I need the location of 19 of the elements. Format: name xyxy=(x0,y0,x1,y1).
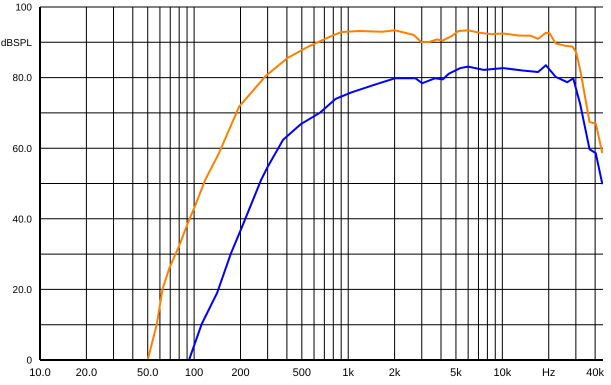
x-tick-label: 100 xyxy=(184,366,204,379)
y-tick-label: 80.0 xyxy=(12,73,32,84)
x-tick-label: 200 xyxy=(231,366,250,379)
x-tick-label: 1k xyxy=(342,366,355,379)
x-tick-label: 50.0 xyxy=(137,366,158,379)
x-tick-label: 10k xyxy=(493,366,512,379)
x-tick-label: 20.0 xyxy=(76,366,98,379)
y-tick-label: 100 xyxy=(15,2,32,14)
y-tick-label: dBSPL xyxy=(0,38,32,49)
x-tick-label: 500 xyxy=(292,366,312,379)
x-tick-label: 10.0 xyxy=(29,366,51,379)
x-tick-label: Hz xyxy=(542,366,556,379)
x-tick-label: 5k xyxy=(450,366,462,379)
x-tick-label: 2k xyxy=(388,366,401,379)
y-tick-label: 40.0 xyxy=(12,214,32,226)
x-tick-label: 40k xyxy=(586,366,604,379)
y-tick-label: 60.0 xyxy=(12,144,32,155)
y-tick-label: 20.0 xyxy=(12,284,32,296)
y-tick-label: 0 xyxy=(26,356,32,367)
